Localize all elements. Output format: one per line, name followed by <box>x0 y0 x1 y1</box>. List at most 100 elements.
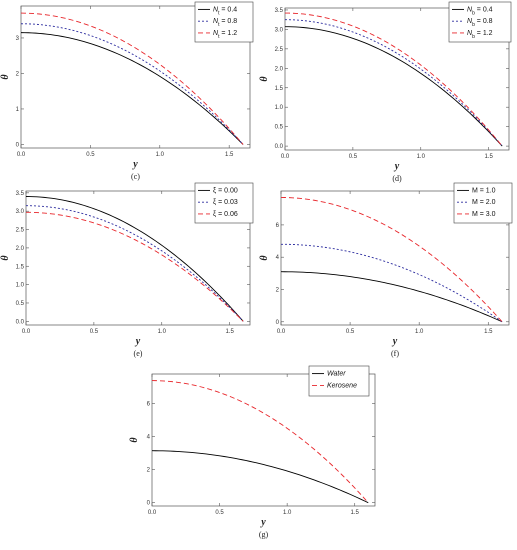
y-tick-label: 3.0 <box>275 27 284 33</box>
series-line-3 <box>280 197 503 323</box>
y-tick-label: 0.0 <box>275 144 284 150</box>
series-line-3 <box>20 12 244 145</box>
series-line-1 <box>280 271 503 323</box>
series-line-1 <box>25 196 244 322</box>
panel-caption: (g) <box>259 530 269 539</box>
y-tick-label: 1.5 <box>275 86 284 92</box>
panel-caption: (f) <box>391 349 399 358</box>
plot-frame <box>280 190 510 326</box>
legend-box <box>194 1 254 43</box>
y-axis-label: θ <box>129 437 140 443</box>
y-tick-label: 1.5 <box>16 264 25 270</box>
legend-entry: ξ = 0.00 <box>213 187 238 194</box>
y-axis-label: θ <box>259 255 270 261</box>
x-tick-label: 0.0 <box>277 329 286 335</box>
x-axis-label: y <box>392 336 398 347</box>
panel-caption: (e) <box>134 349 143 358</box>
legend-main: ξ = 0.00 <box>213 187 238 194</box>
legend-value: = 0.8 <box>219 18 237 25</box>
x-tick-label: 0.5 <box>86 152 95 158</box>
legend-box <box>194 182 254 224</box>
y-tick-label: 2 <box>276 287 280 293</box>
y-tick-label: 0 <box>16 142 20 148</box>
panel-caption: (c) <box>131 172 140 181</box>
y-tick-label: 3 <box>16 36 20 42</box>
y-tick-label: 2.0 <box>275 66 284 72</box>
legend-main: N <box>467 30 473 37</box>
legend-value: = 0.4 <box>219 6 237 13</box>
x-tick-label: 1.0 <box>158 329 167 335</box>
legend-entry: Nb = 0.4 <box>467 6 493 16</box>
y-axis-label: θ <box>259 76 270 82</box>
chart-g: 0.0 0.5 1.0 1.5 0 2 4 6 y θ (g) Water Kerosene <box>129 365 376 539</box>
x-tick-label: 1.5 <box>351 510 360 516</box>
y-axis-label: θ <box>0 74 11 80</box>
x-tick-label: 0.5 <box>90 329 99 335</box>
plot-frame <box>151 373 376 507</box>
legend-box <box>453 182 513 224</box>
legend-entry: Kerosene <box>327 383 357 390</box>
panel-g: 0.0 0.5 1.0 1.5 0 2 4 6 y θ (g) Water Kerosene <box>129 365 391 550</box>
panel-d: 0.0 0.5 1.0 1.5 0.0 0.5 1.0 1.5 2.0 2.5 3.0 3.5 y θ (d… <box>259 0 517 183</box>
legend-entry: Nt = 1.2 <box>213 30 237 40</box>
y-tick-label: 0.0 <box>16 319 25 325</box>
legend-entry: M = 1.0 <box>472 187 496 194</box>
legend-entry: Nb = 1.2 <box>467 30 493 40</box>
y-tick-label: 1.0 <box>275 105 284 111</box>
plot-frame <box>284 7 510 151</box>
x-tick-label: 1.0 <box>156 152 165 158</box>
legend-sub: b <box>472 10 475 16</box>
legend-main: Kerosene <box>327 383 357 390</box>
x-axis-label: y <box>394 161 400 172</box>
y-tick-label: 4 <box>147 435 151 441</box>
panel-c: 0.0 0.5 1.0 1.5 0 1 2 3 y θ (c) Nt = 0.4 Nt = 0.8 Nt … <box>0 0 258 183</box>
y-tick-label: 2.0 <box>16 246 25 252</box>
x-tick-label: 1.0 <box>417 154 426 160</box>
plot-frame <box>20 5 251 149</box>
panel-e: 0.0 0.5 1.0 1.5 0.0 0.5 1.0 1.5 2.0 2.5 3.0 3.5 y θ (e… <box>0 182 258 366</box>
legend-main: M = 2.0 <box>472 199 496 206</box>
legend-main: N <box>467 18 473 25</box>
x-tick-label: 0.5 <box>346 329 355 335</box>
legend-main: N <box>213 6 219 13</box>
series-line-2 <box>280 243 503 323</box>
x-tick-label: 1.0 <box>283 510 292 516</box>
y-tick-label: 0 <box>147 501 151 507</box>
y-tick-label: 6 <box>276 223 280 229</box>
series-line-2 <box>25 205 244 322</box>
x-tick-label: 1.5 <box>484 154 493 160</box>
y-tick-label: 3.0 <box>16 209 25 215</box>
legend-value: = 1.2 <box>475 30 493 37</box>
legend-main: M = 1.0 <box>472 187 496 194</box>
chart-e: 0.0 0.5 1.0 1.5 0.0 0.5 1.0 1.5 2.0 2.5 3.0 3.5 y θ (e… <box>0 182 254 358</box>
y-tick-label: 3.5 <box>16 191 25 197</box>
chart-d: 0.0 0.5 1.0 1.5 0.0 0.5 1.0 1.5 2.0 2.5 3.0 3.5 y θ (d… <box>259 1 512 183</box>
legend-main: N <box>213 30 219 37</box>
legend-main: Water <box>327 371 346 378</box>
y-tick-label: 6 <box>147 402 151 408</box>
x-tick-label: 0.5 <box>215 510 224 516</box>
x-axis-label: y <box>260 517 266 528</box>
x-tick-label: 1.0 <box>415 329 424 335</box>
y-tick-label: 2.5 <box>16 228 25 234</box>
panel-caption: (d) <box>392 174 402 183</box>
legend-sub: b <box>472 22 475 28</box>
y-tick-label: 1.0 <box>16 283 25 289</box>
legend-entry: ξ = 0.03 <box>213 199 238 206</box>
y-tick-label: 2.5 <box>275 47 284 53</box>
legend-entry: Nt = 0.4 <box>213 6 237 16</box>
legend-entry: M = 3.0 <box>472 211 496 218</box>
legend-value: = 0.8 <box>475 18 493 25</box>
x-tick-label: 1.5 <box>225 329 234 335</box>
x-tick-label: 0.0 <box>148 510 157 516</box>
legend-main: N <box>467 6 473 13</box>
y-tick-label: 0 <box>276 320 280 326</box>
legend-entry: Nt = 0.8 <box>213 18 237 28</box>
legend-main: ξ = 0.03 <box>213 199 238 206</box>
x-tick-label: 0.0 <box>281 154 290 160</box>
series-line-3 <box>284 12 503 147</box>
legend-box <box>448 1 512 43</box>
x-tick-label: 0.0 <box>22 329 31 335</box>
series-line-1 <box>151 450 369 504</box>
